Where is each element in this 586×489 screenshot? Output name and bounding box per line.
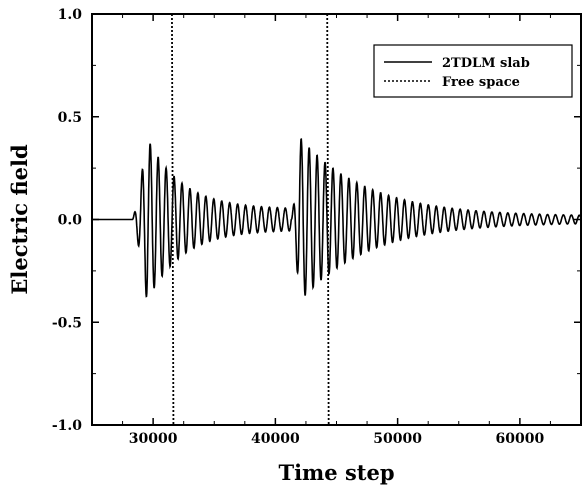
y-tick-label-4: -1.0: [52, 418, 82, 434]
y-tick-label-0: 1.0: [58, 7, 83, 23]
series-line-free-space-pulse-1: [326, 13, 330, 426]
legend: 2TDLM slab Free space: [373, 44, 573, 98]
legend-box: [373, 44, 573, 98]
axis-ticks: 30000 40000 50000 60000 1.0 0.5 0.0 -0.5 -1.0: [52, 7, 582, 447]
plot-area: [92, 13, 582, 426]
y-tick-label-2: 0.0: [58, 213, 83, 229]
x-tick-label-2: 50000: [373, 431, 422, 447]
y-axis-label: Electric field: [7, 144, 32, 295]
x-tick-label-0: 30000: [129, 431, 178, 447]
legend-label-free-space: Free space: [442, 75, 520, 90]
series-line-2tdlm-slab: [92, 138, 582, 298]
y-tick-label-3: -0.5: [52, 315, 82, 331]
x-tick-label-1: 40000: [251, 431, 300, 447]
x-tick-label-3: 60000: [496, 431, 545, 447]
legend-label-2tdlm-slab: 2TDLM slab: [442, 56, 530, 71]
x-axis-label: Time step: [278, 460, 394, 485]
series-line-free-space-pulse-0: [171, 13, 175, 426]
y-tick-label-1: 0.5: [58, 110, 82, 126]
